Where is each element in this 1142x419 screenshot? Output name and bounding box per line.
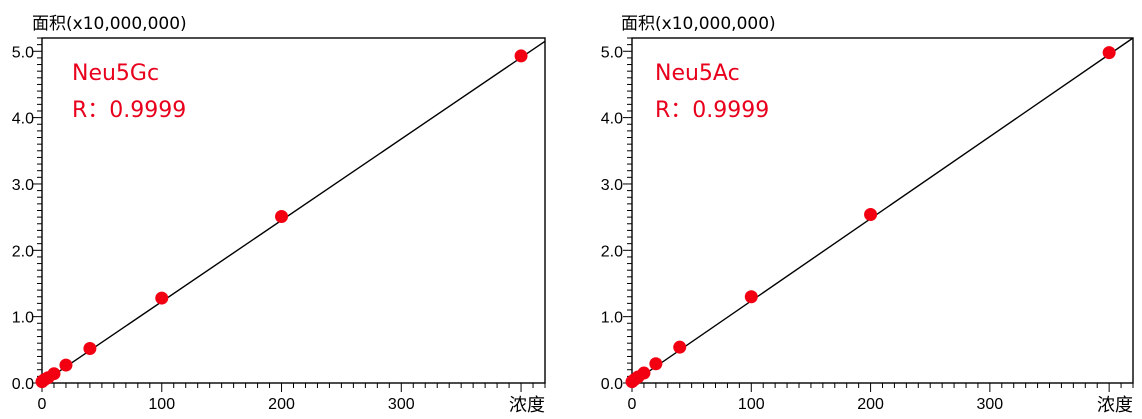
y-tick-label: 4.0 bbox=[12, 111, 34, 128]
x-tick-label: 200 bbox=[857, 396, 884, 413]
x-axis-label: 浓度 bbox=[509, 395, 545, 416]
data-point bbox=[59, 358, 73, 372]
x-tick-label: 100 bbox=[148, 396, 175, 413]
y-tick-label: 4.0 bbox=[601, 111, 623, 128]
y-tick-label: 5.0 bbox=[12, 44, 34, 61]
y-tick-label: 2.0 bbox=[12, 243, 34, 260]
y-axis-label: 面积(x10,000,000) bbox=[621, 14, 776, 34]
x-tick-label: 0 bbox=[38, 396, 47, 413]
y-tick-label: 3.0 bbox=[601, 177, 623, 194]
data-point bbox=[275, 209, 289, 223]
y-tick-label: 3.0 bbox=[12, 177, 34, 194]
y-tick-label: 0.0 bbox=[601, 376, 623, 393]
x-tick-label: 300 bbox=[977, 396, 1004, 413]
regression-line bbox=[631, 37, 1134, 384]
x-axis-label: 浓度 bbox=[1097, 395, 1133, 416]
y-tick-label: 1.0 bbox=[12, 310, 34, 327]
chart-neu5ac: 面积(x10,000,000) 浓度 Neu5Ac R：0.9999 0.0 1.… bbox=[601, 14, 1134, 416]
data-point bbox=[1102, 46, 1116, 60]
data-point bbox=[637, 366, 651, 380]
x-tick-label: 300 bbox=[388, 396, 415, 413]
annotation-r-value: R：0.9999 bbox=[72, 98, 186, 123]
annotation-compound: Neu5Ac bbox=[655, 61, 740, 86]
x-tick-label: 0 bbox=[628, 396, 637, 413]
y-tick-label: 2.0 bbox=[601, 243, 623, 260]
data-point bbox=[744, 290, 758, 304]
data-point bbox=[673, 340, 687, 354]
y-tick-label: 5.0 bbox=[601, 44, 623, 61]
regression-line bbox=[41, 40, 546, 384]
y-tick-label: 0.0 bbox=[12, 376, 34, 393]
y-tick-label: 1.0 bbox=[601, 310, 623, 327]
data-point bbox=[155, 291, 169, 305]
data-point bbox=[649, 357, 663, 371]
annotation-compound: Neu5Gc bbox=[72, 61, 159, 86]
x-tick-label: 200 bbox=[268, 396, 295, 413]
data-point bbox=[83, 342, 97, 355]
data-point bbox=[864, 207, 878, 221]
annotation-r-value: R：0.9999 bbox=[655, 98, 769, 123]
data-point bbox=[47, 367, 61, 381]
y-axis-label: 面积(x10,000,000) bbox=[32, 14, 187, 34]
chart-neu5gc: 面积(x10,000,000) 浓度 Neu5Gc R：0.9999 0.0 1.… bbox=[12, 14, 546, 416]
data-point bbox=[514, 49, 528, 63]
x-tick-label: 100 bbox=[738, 396, 765, 413]
